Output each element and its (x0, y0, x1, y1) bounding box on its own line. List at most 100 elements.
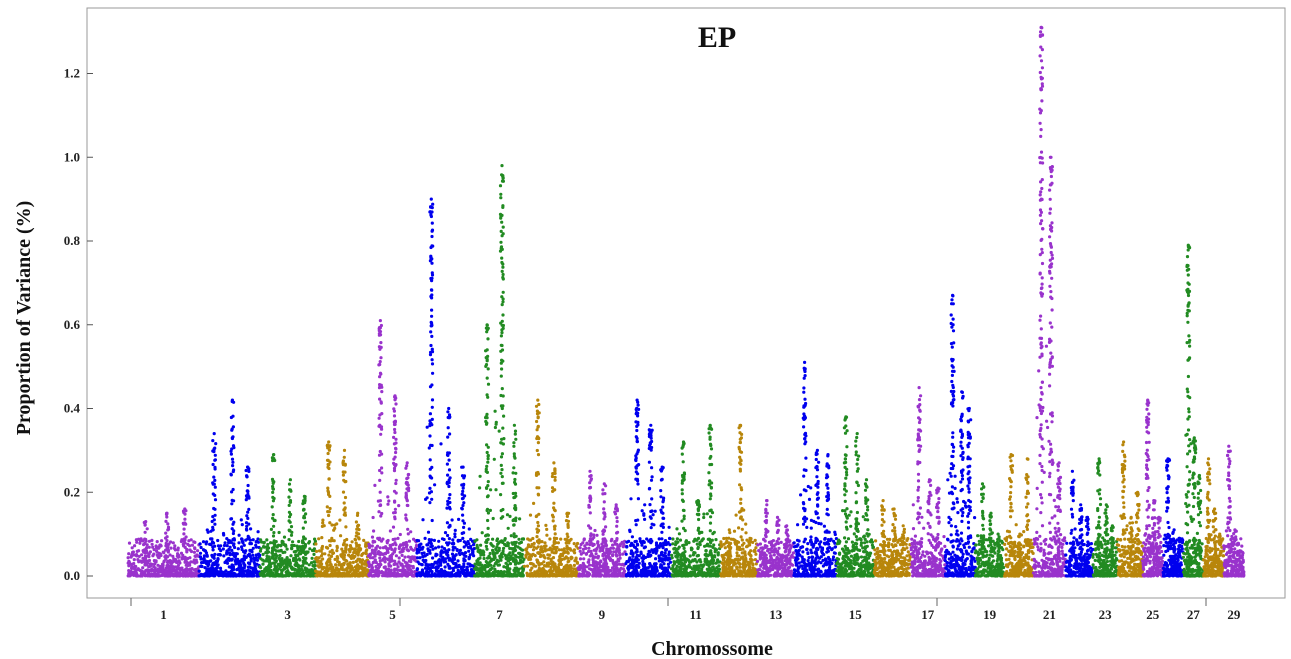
snp-point (321, 552, 325, 556)
snp-point (360, 553, 364, 558)
snp-point (614, 573, 618, 577)
snp-point (499, 374, 503, 378)
snp-point (353, 572, 357, 576)
snp-point (301, 564, 305, 568)
snp-point (198, 542, 202, 546)
snp-point (485, 450, 489, 455)
snp-point (567, 559, 571, 563)
snp-point (502, 565, 506, 569)
snp-point (127, 552, 131, 556)
snp-point (536, 520, 540, 525)
snp-point (536, 425, 540, 429)
snp-point (418, 574, 422, 578)
snp-point (572, 542, 576, 546)
snp-point (385, 574, 390, 578)
snp-point (660, 477, 664, 481)
snp-point (212, 554, 216, 558)
snp-point (290, 572, 295, 576)
snp-point (587, 505, 591, 509)
snp-point (667, 525, 671, 529)
snp-point (461, 465, 465, 469)
snp-point (146, 574, 150, 578)
snp-point (230, 398, 234, 402)
snp-point (300, 567, 304, 572)
snp-point (572, 563, 577, 568)
snp-point (278, 553, 282, 558)
snp-point (280, 557, 284, 561)
snp-point (406, 503, 410, 508)
snp-point (299, 546, 303, 550)
snp-point (393, 507, 397, 511)
snp-point (378, 362, 382, 367)
snp-point (461, 486, 465, 490)
snp-point (440, 569, 444, 573)
snp-point (183, 517, 187, 521)
snp-point (157, 574, 161, 578)
snp-point (320, 574, 324, 578)
snp-point (628, 529, 632, 534)
snp-point (310, 556, 314, 560)
snp-point (169, 561, 173, 565)
snp-point (486, 367, 490, 371)
snp-point (213, 485, 217, 489)
snp-point (335, 544, 339, 548)
snp-point (390, 547, 394, 552)
snp-point (374, 568, 378, 572)
snp-point (333, 574, 337, 578)
snp-point (272, 524, 276, 528)
snp-point (392, 414, 397, 418)
snp-point (422, 551, 426, 555)
snp-point (329, 563, 333, 567)
snp-point (536, 524, 541, 528)
snp-point (499, 334, 503, 338)
snp-point (489, 488, 493, 492)
snp-point (506, 544, 510, 548)
snp-point (494, 488, 498, 492)
snp-point (654, 570, 658, 574)
snp-point (426, 567, 430, 571)
snp-point (537, 541, 541, 545)
snp-point (429, 569, 433, 573)
snp-point (431, 563, 435, 567)
snp-point (602, 529, 606, 534)
snp-point (436, 560, 440, 564)
snp-point (230, 457, 235, 461)
snp-point (447, 458, 451, 462)
snp-point (446, 533, 450, 538)
snp-point (328, 550, 332, 554)
snp-point (348, 550, 352, 554)
snp-point (427, 573, 431, 578)
snp-point (242, 557, 246, 561)
snp-point (399, 573, 403, 577)
snp-point (281, 574, 285, 578)
snp-point (503, 538, 507, 542)
snp-point (651, 550, 655, 555)
snp-point (397, 556, 401, 560)
snp-point (333, 523, 337, 527)
snp-point (635, 542, 640, 546)
snp-point (527, 538, 532, 542)
snp-point (246, 483, 250, 488)
snp-point (553, 532, 557, 536)
snp-point (129, 562, 133, 567)
snp-point (307, 540, 312, 544)
snp-point (566, 524, 570, 528)
snp-point (664, 556, 668, 561)
snp-point (373, 483, 377, 487)
snp-point (264, 545, 269, 549)
snp-point (158, 569, 162, 573)
snp-point (484, 422, 489, 426)
snp-point (661, 571, 665, 575)
snp-point (615, 516, 619, 520)
snp-point (191, 573, 195, 577)
snp-point (183, 545, 187, 550)
snp-point (259, 573, 263, 577)
snp-point (634, 407, 638, 412)
snp-point (221, 547, 225, 551)
snp-point (302, 514, 306, 518)
snp-point (647, 569, 651, 573)
snp-point (387, 499, 391, 503)
snp-point (513, 562, 518, 566)
snp-point (534, 564, 538, 568)
snp-point (648, 443, 652, 448)
